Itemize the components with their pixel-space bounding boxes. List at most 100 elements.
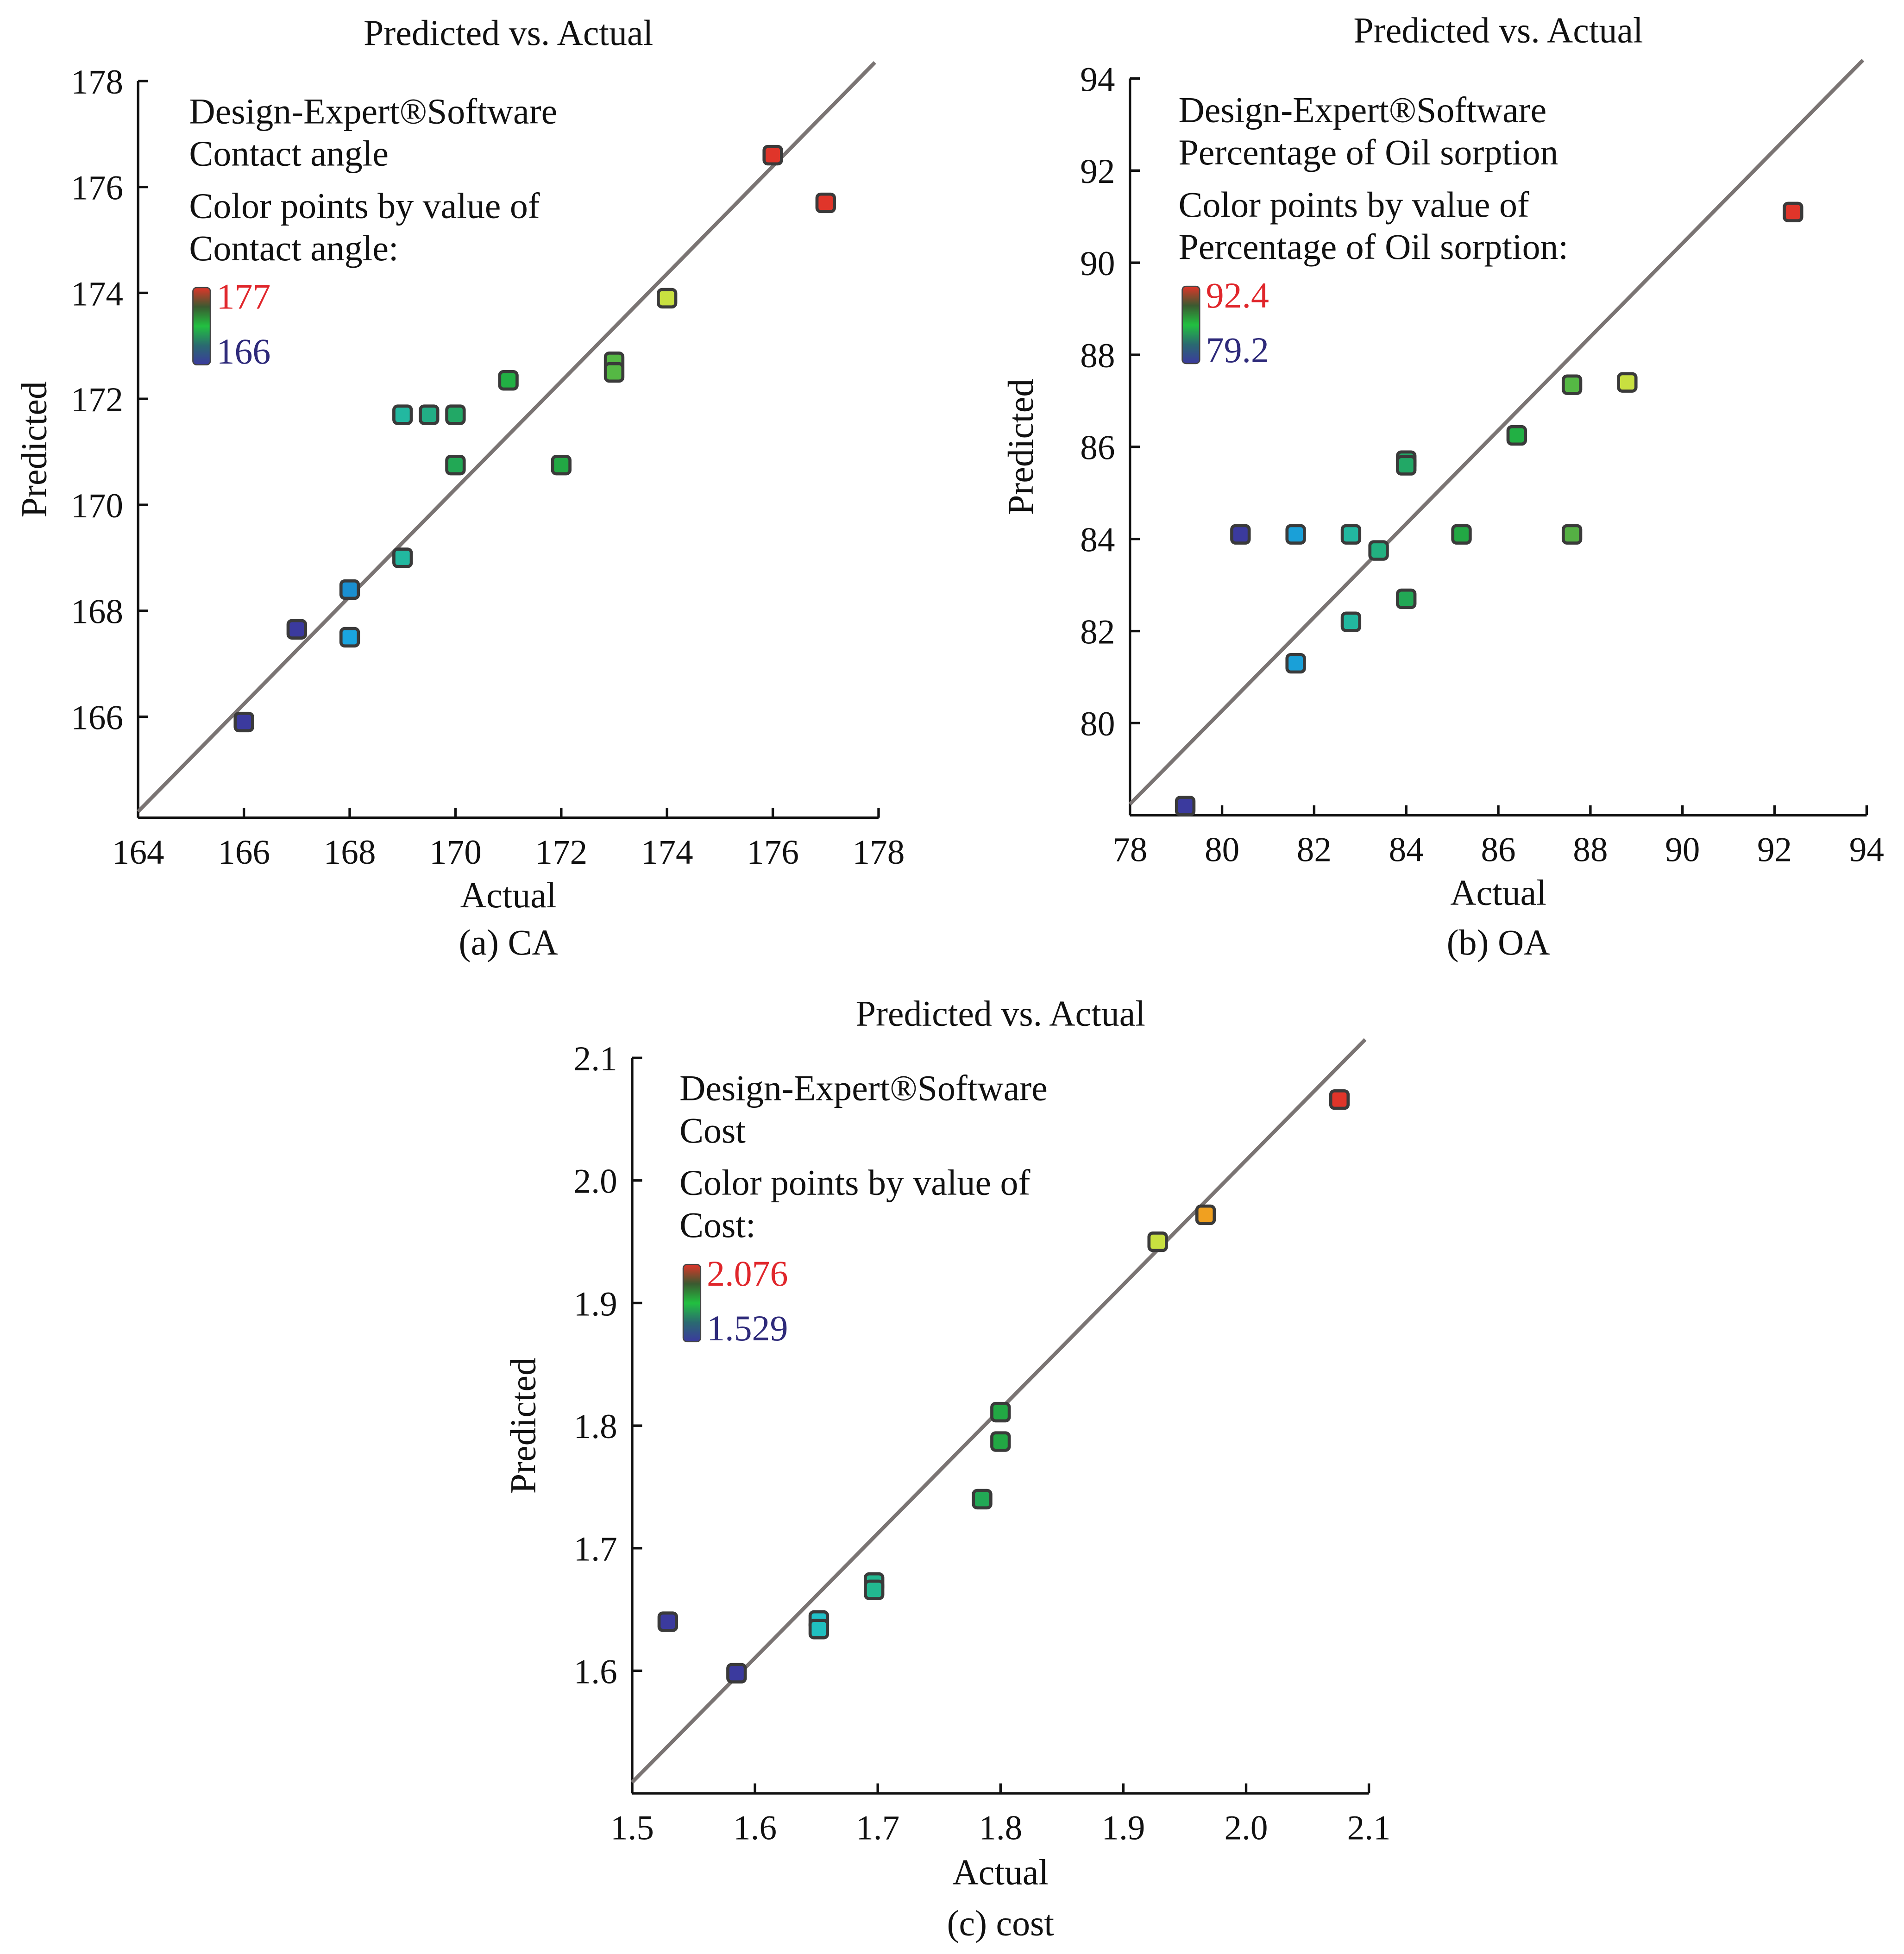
x-tick-label: 174 [641,833,693,872]
legend-text: Color points by value of [189,186,540,226]
y-tick-label: 172 [71,381,123,419]
x-tick-label: 2.0 [1224,1809,1268,1847]
data-point [1617,372,1638,393]
colorbar [1181,285,1200,364]
y-tick-label: 176 [71,169,123,207]
y-tick-label: 170 [71,487,123,525]
colorbar-low-label: 1.529 [707,1308,788,1348]
legend-text: Percentage of Oil sorption [1179,132,1558,172]
data-point [1340,611,1362,632]
data-point [1783,201,1803,223]
x-axis-label: Actual [460,875,557,915]
panel-caption: (b) OA [1447,923,1550,962]
y-tick-label: 90 [1080,245,1115,283]
legend-text: Cost [679,1111,746,1150]
y-tick-label: 178 [71,63,123,101]
x-tick-label: 176 [747,833,799,872]
data-point [1195,1204,1216,1225]
x-tick-label: 164 [112,833,164,872]
x-tick-label: 166 [218,833,270,872]
data-point [1175,796,1196,817]
legend-text: Design-Expert®Software [1179,90,1547,130]
y-tick-label: 94 [1080,60,1115,99]
legend-text: Design-Expert®Software [679,1068,1048,1108]
data-point [392,404,413,425]
x-tick-label: 168 [324,833,376,872]
y-tick-label: 1.7 [574,1530,617,1569]
data-point [657,1611,679,1632]
colorbar [682,1263,702,1343]
legend-text: Cost: [679,1205,756,1245]
colorbar-low-label: 79.2 [1206,330,1269,370]
data-point [339,579,360,600]
colorbar-high-label: 92.4 [1206,276,1269,315]
data-point [726,1663,747,1684]
data-point [1285,653,1306,674]
data-point [657,288,678,309]
data-point [815,192,836,214]
chart-title: Predicted vs. Actual [856,993,1145,1033]
x-tick-label: 80 [1205,831,1239,869]
y-tick-label: 1.9 [574,1285,617,1323]
y-tick-label: 2.1 [574,1040,617,1078]
x-tick-label: 86 [1481,831,1515,869]
y-axis-label: Predicted [1001,379,1041,515]
x-axis-label: Actual [1450,873,1546,913]
y-tick-label: 80 [1080,705,1115,743]
data-point [1147,1231,1168,1252]
x-tick-label: 84 [1389,831,1424,869]
colorbar [192,287,211,365]
x-tick-label: 1.5 [610,1809,654,1847]
data-point [762,145,783,166]
data-point [1285,524,1306,545]
data-point [1329,1089,1350,1110]
data-point [1561,524,1583,545]
legend-text: Design-Expert®Software [189,91,557,131]
data-point [864,1579,885,1600]
x-tick-label: 1.9 [1101,1809,1145,1847]
data-point [990,1431,1011,1452]
data-point [445,455,466,476]
y-tick-label: 92 [1080,152,1115,191]
data-point [1230,524,1251,545]
x-tick-label: 88 [1573,831,1608,869]
chart-panel-1: Predicted vs. Actual 78 80 82 84 86 88 90 92 94 80… [1001,11,1884,963]
data-point [990,1401,1011,1423]
y-axis-label: Predicted [14,381,54,517]
x-tick-label: 172 [535,833,587,872]
data-point [603,362,625,383]
y-axis-label: Predicted [503,1357,543,1494]
data-point [1340,524,1362,545]
x-tick-label: 170 [429,833,482,872]
fit-line [1128,58,1865,806]
y-tick-label: 1.6 [574,1652,617,1691]
x-tick-label: 1.7 [856,1809,899,1847]
data-point [1506,425,1527,446]
legend-text: Percentage of Oil sorption: [1179,227,1569,267]
legend-text: Contact angle [189,134,389,174]
legend-text: Color points by value of [679,1163,1030,1203]
colorbar-high-label: 177 [217,277,271,317]
data-point [498,370,519,391]
legend-text: Contact angle: [189,228,398,268]
data-point [1396,455,1417,476]
data-point [419,404,440,425]
x-tick-label: 1.6 [733,1809,777,1847]
x-tick-label: 2.1 [1347,1809,1391,1847]
data-point [445,404,466,425]
y-tick-label: 166 [71,698,123,737]
legend-text: Color points by value of [1179,185,1529,225]
y-tick-label: 88 [1080,337,1115,375]
chart-panel-0: Predicted vs. Actual 164 166 168 170 172 174 17… [14,13,905,962]
x-tick-label: 178 [853,833,905,872]
y-tick-label: 86 [1080,429,1115,467]
data-point [286,619,307,640]
x-tick-label: 94 [1849,831,1884,869]
chart-panel-2: Predicted vs. Actual 1.5 1.6 1.7 1.8 1.9 2.0 2.… [503,993,1390,1943]
chart-title: Predicted vs. Actual [364,13,653,53]
y-tick-label: 168 [71,593,123,631]
x-axis-label: Actual [952,1852,1049,1892]
x-tick-label: 92 [1757,831,1792,869]
data-point [1451,524,1472,545]
